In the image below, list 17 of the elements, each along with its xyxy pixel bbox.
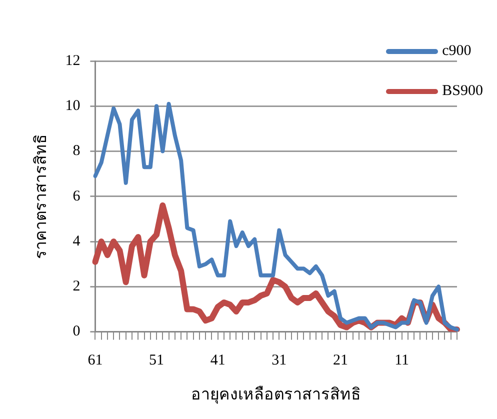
x-tick-label: 21	[332, 352, 348, 369]
x-tick-label: 31	[272, 352, 287, 369]
legend-label: BS900	[442, 82, 483, 100]
legend-label: c900	[442, 42, 472, 60]
y-tick-label: 0	[72, 324, 80, 340]
x-tick-label: 61	[88, 352, 103, 369]
y-tick-label: 4	[72, 233, 81, 250]
x-axis-title: อายุคงเหลือตราสารสิทธิ	[191, 386, 362, 405]
y-axis-title: ราคาตราสารสิทธิ	[32, 134, 50, 259]
x-tick-label: 41	[210, 352, 226, 369]
x-tick-label: 51	[149, 352, 164, 369]
y-tick-label: 2	[72, 278, 80, 295]
y-tick-label: 10	[65, 98, 80, 114]
y-tick-label: 6	[72, 188, 81, 204]
y-tick-label: 8	[72, 143, 80, 160]
x-tick-label: 11	[394, 352, 410, 369]
y-tick-label: 12	[65, 52, 80, 69]
